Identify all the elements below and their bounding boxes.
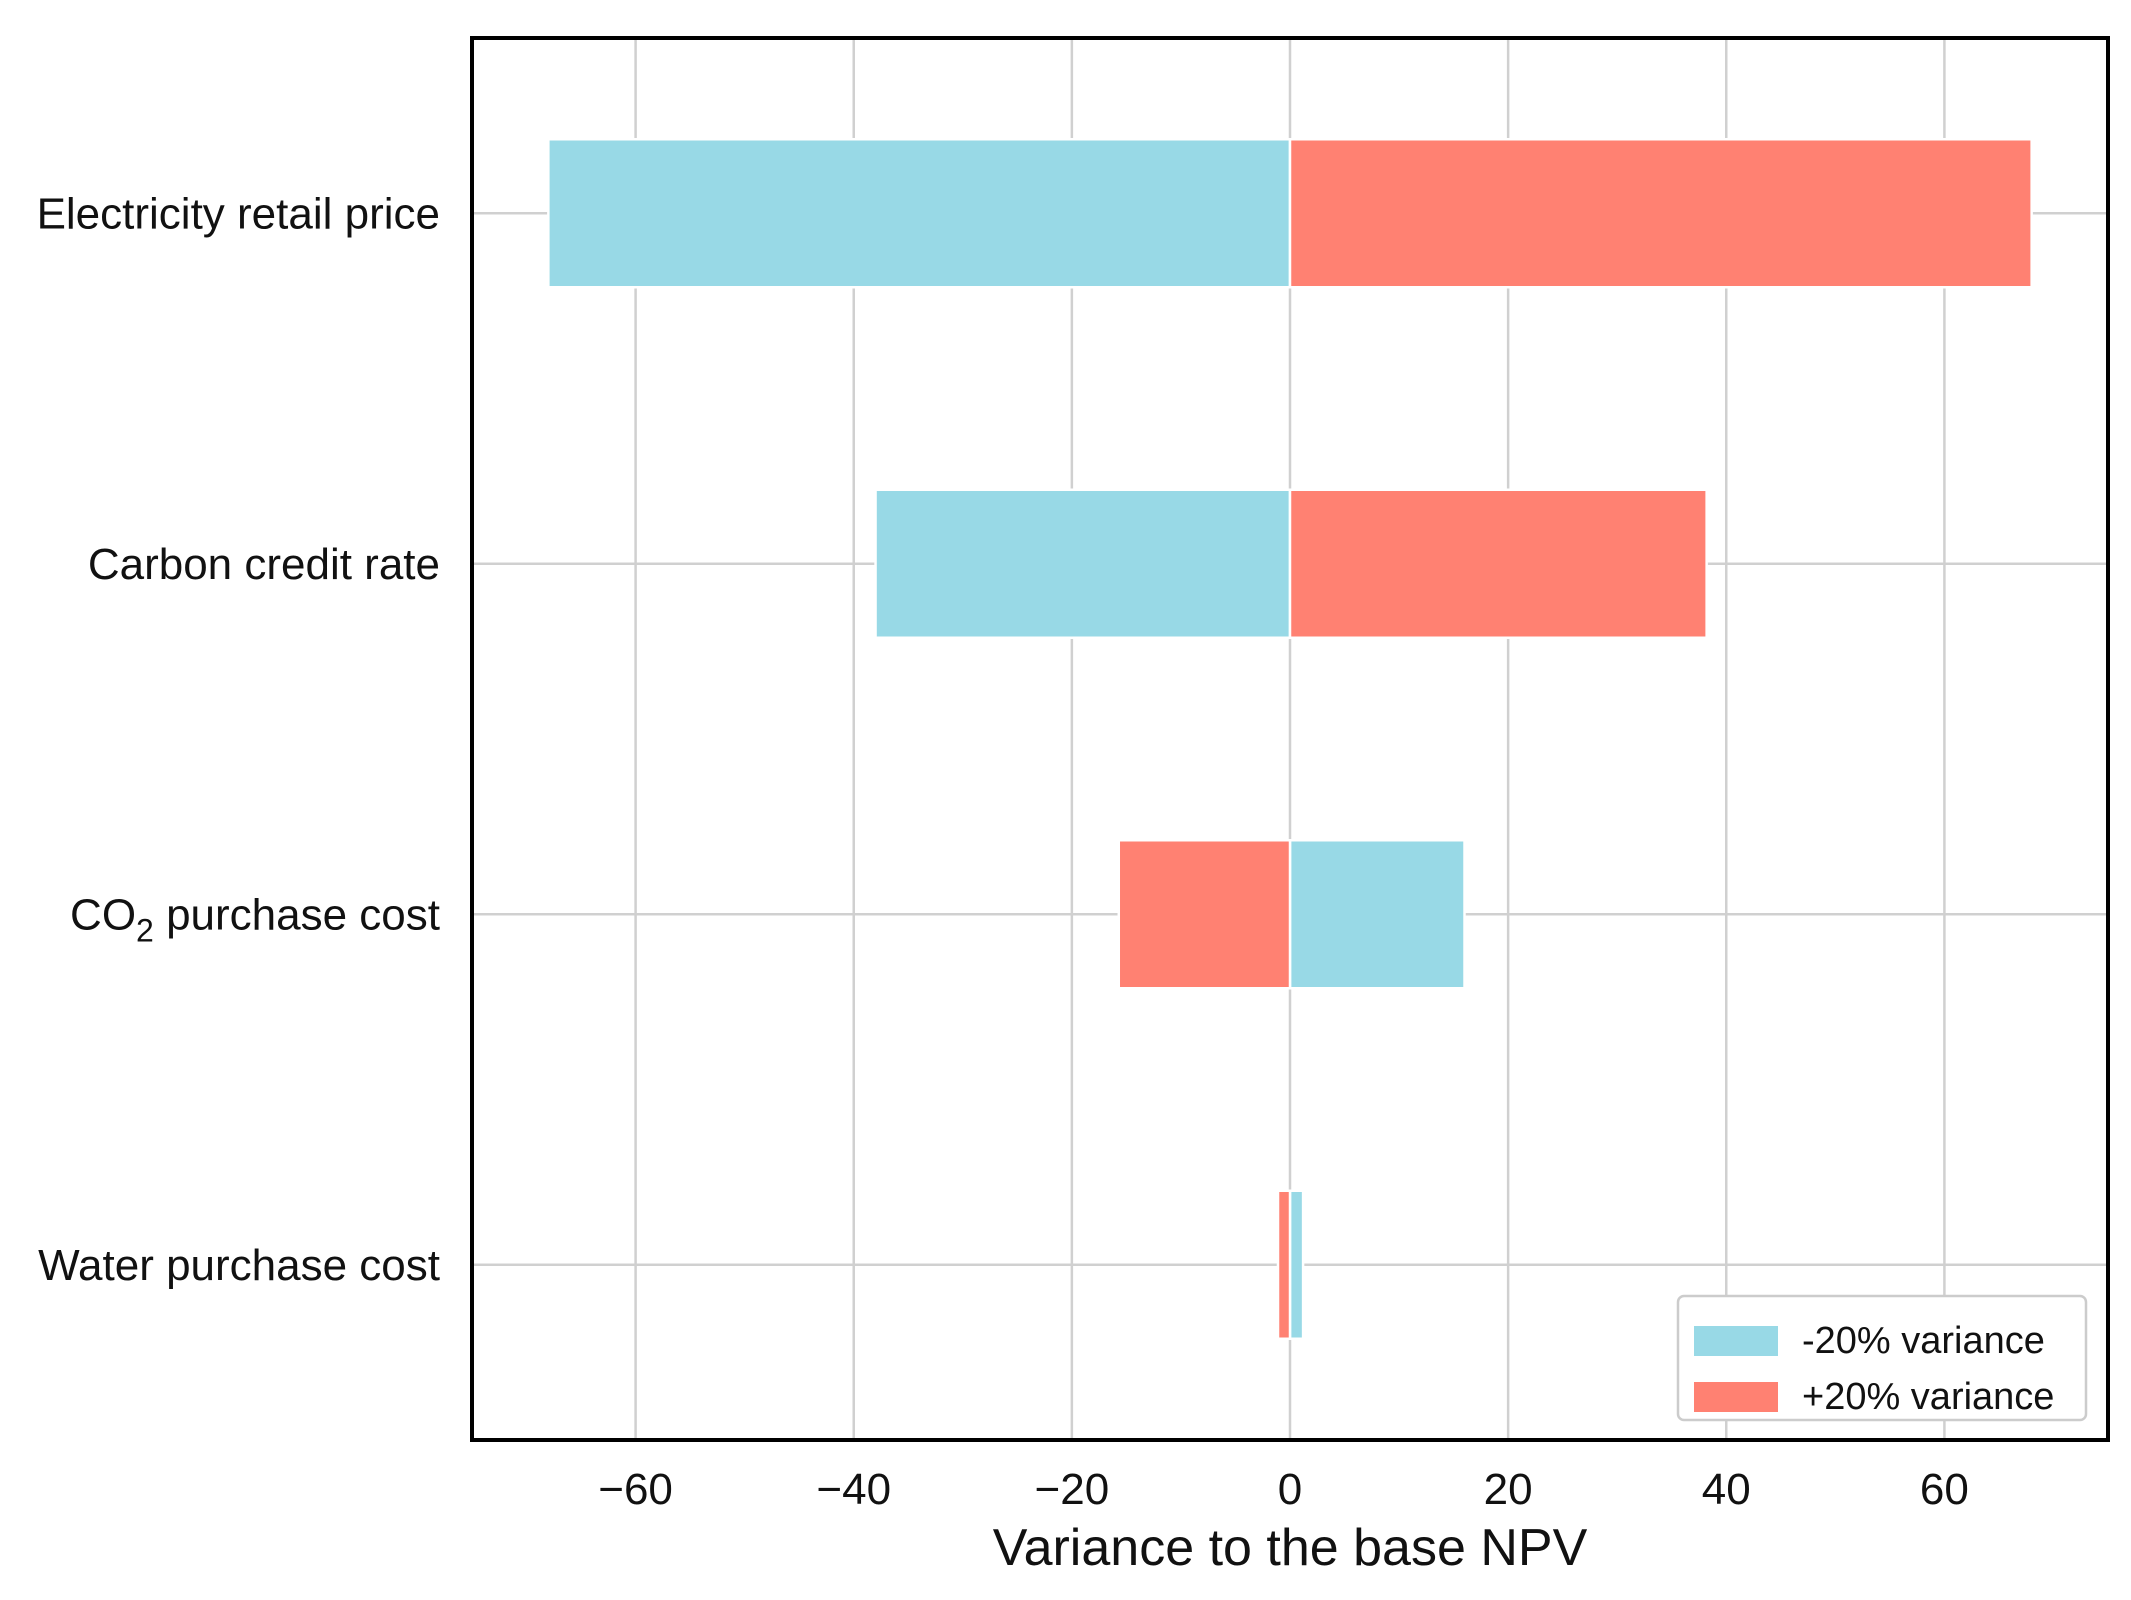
plot-frame (470, 36, 2110, 1442)
x-tick-label-6: 60 (1920, 1465, 1969, 1514)
category-label-text: CO (70, 890, 136, 939)
category-label-co2: CO2 purchase cost (70, 890, 440, 948)
legend-box (1676, 1294, 2088, 1422)
bar-minus20-carbon (874, 488, 1292, 639)
category-label-text: Water purchase cost (38, 1241, 440, 1290)
category-label-text: Carbon credit rate (88, 540, 440, 589)
x-tick-label-3: 0 (1278, 1465, 1302, 1514)
legend-swatch-plus20 (1694, 1382, 1778, 1412)
bar-minus20-co2 (1288, 839, 1466, 990)
x-tick-label-0: −60 (598, 1465, 673, 1514)
bar-plus20-carbon (1288, 488, 1708, 639)
category-label-electricity: Electricity retail price (37, 189, 440, 238)
bar-plus20-electricity (1288, 138, 2033, 289)
x-tick-label-1: −40 (816, 1465, 891, 1514)
x-tick-label-2: −20 (1035, 1465, 1110, 1514)
legend: -20% variance +20% variance (1676, 1294, 2088, 1422)
y-axis-labels: Electricity retail price Carbon credit ra… (37, 189, 440, 1290)
category-label-suffix: purchase cost (154, 890, 440, 939)
x-axis-title: Variance to the base NPV (993, 1519, 1588, 1577)
legend-swatch-minus20 (1694, 1326, 1778, 1356)
category-label-water: Water purchase cost (38, 1241, 440, 1290)
bar-minus20-water (1288, 1189, 1305, 1340)
legend-label-minus20: -20% variance (1802, 1320, 2045, 1362)
bars (547, 138, 2033, 1340)
legend-label-plus20: +20% variance (1802, 1376, 2054, 1418)
x-axis-ticks: −60 −40 −20 0 20 40 60 (598, 1465, 1969, 1514)
category-label-carbon: Carbon credit rate (88, 540, 440, 589)
x-tick-label-4: 20 (1484, 1465, 1533, 1514)
bar-plus20-co2 (1117, 839, 1292, 990)
category-label-subscript: 2 (136, 912, 154, 948)
x-tick-label-5: 40 (1702, 1465, 1751, 1514)
bar-minus20-electricity (547, 138, 1292, 289)
bar-plus20-water (1276, 1189, 1292, 1340)
category-label-text: Electricity retail price (37, 189, 440, 238)
